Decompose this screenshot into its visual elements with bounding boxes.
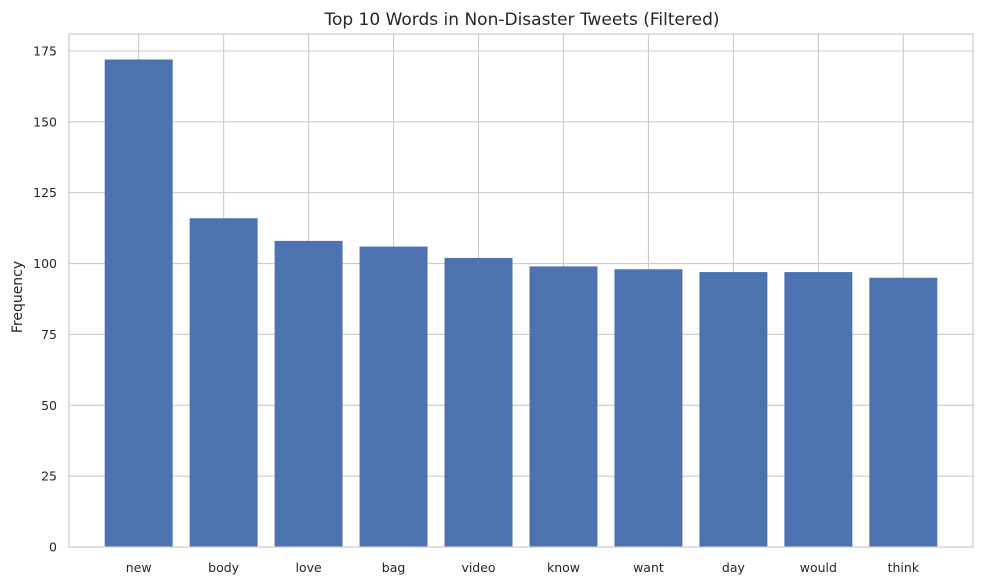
x-tick-label: video (461, 560, 495, 575)
bar-day (699, 272, 768, 547)
bar-know (529, 266, 598, 547)
bar-would (784, 272, 853, 547)
y-tick-label: 150 (33, 114, 57, 129)
bars (104, 59, 938, 548)
x-tick-label: think (888, 560, 920, 575)
y-tick-label: 100 (33, 256, 57, 271)
bar-think (869, 277, 938, 547)
y-tick-label: 125 (33, 185, 57, 200)
y-tick-label: 50 (41, 398, 57, 413)
x-tick-label: day (722, 560, 746, 575)
y-tick-label: 175 (33, 44, 57, 59)
y-axis-label: Frequency (10, 261, 26, 333)
y-tick-label: 0 (49, 540, 57, 555)
x-tick-label: know (547, 560, 580, 575)
x-tick-label: love (295, 560, 322, 575)
x-tick-label: want (633, 560, 664, 575)
bar-love (274, 240, 343, 547)
x-tick-labels: new body love bag video know want day would think (126, 560, 920, 575)
y-tick-label: 75 (41, 327, 57, 342)
x-tick-label: would (800, 560, 837, 575)
bar-new (104, 59, 173, 547)
x-tick-label: new (126, 560, 152, 575)
bar-bag (359, 246, 428, 547)
bar-body (189, 218, 258, 548)
x-tick-label: bag (382, 560, 406, 575)
plot-frame (68, 33, 974, 548)
x-tick-label: body (208, 560, 240, 575)
bar-want (614, 269, 683, 547)
bar-video (444, 257, 513, 547)
y-tick-labels: 0 25 50 75 100 125 150 175 (33, 44, 57, 555)
y-tick-label: 25 (41, 469, 57, 484)
chart-title: Top 10 Words in Non-Disaster Tweets (Fil… (323, 10, 719, 30)
